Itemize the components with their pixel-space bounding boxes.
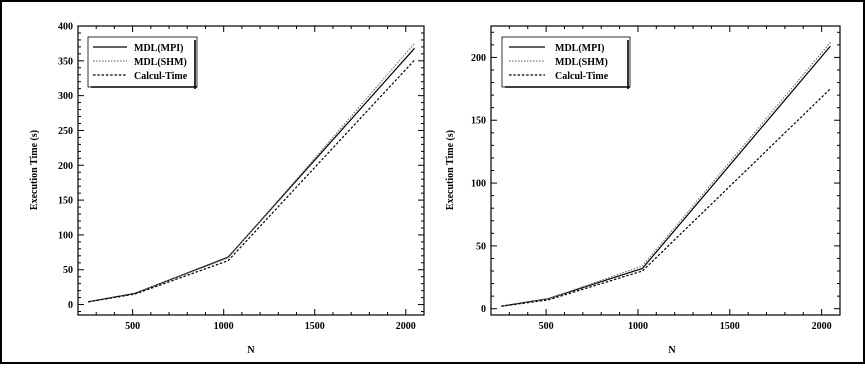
legend-label-mdl-shm: MDL(SHM): [134, 57, 187, 68]
y-tick-label: 50: [476, 241, 486, 252]
legend-box: [501, 36, 631, 88]
y-tick-label: 50: [63, 265, 73, 276]
y-axis-title: Execution Time (s): [29, 130, 40, 210]
legend-label-mdl-mpi: MDL(MPI): [134, 43, 183, 54]
series-line-mdl-shm: [501, 41, 831, 307]
series-line-calcul-time: [88, 59, 415, 303]
x-tick-label: 1500: [305, 321, 325, 332]
legend: MDL(MPI) MDL(SHM) Calcul-Time: [501, 36, 631, 89]
y-tick-label: 400: [58, 22, 73, 33]
axis-ticks: 500 1000 1500 2000 0 50 100 150 200 250 300 350 400: [58, 22, 425, 332]
chart-right: 500 1000 1500 2000 0 50 100 150 200 N Execution …: [445, 25, 841, 356]
series-line-mdl-shm: [88, 43, 415, 303]
x-tick-label: 1000: [628, 321, 648, 332]
y-tick-label: 0: [481, 304, 486, 315]
x-tick-label: 1500: [720, 321, 740, 332]
y-axis-title: Execution Time (s): [445, 130, 456, 210]
legend-label-calcul-time: Calcul-Time: [134, 71, 188, 82]
y-tick-label: 200: [58, 161, 73, 172]
legend-label-calcul-time: Calcul-Time: [555, 71, 609, 82]
y-tick-label: 250: [58, 126, 73, 137]
x-tick-label: 500: [125, 321, 140, 332]
legend-box: [87, 36, 198, 88]
x-tick-label: 2000: [396, 321, 416, 332]
y-tick-label: 100: [471, 179, 486, 190]
y-tick-label: 150: [58, 196, 73, 207]
plot-area-frame: [77, 25, 425, 316]
legend: MDL(MPI) MDL(SHM) Calcul-Time: [87, 36, 198, 89]
x-tick-label: 500: [539, 321, 554, 332]
series-line-calcul-time: [501, 88, 831, 307]
legend-label-mdl-shm: MDL(SHM): [555, 57, 608, 68]
y-tick-label: 350: [58, 56, 73, 67]
chart-left: 500 1000 1500 2000050100150200250300350400 …: [29, 22, 425, 356]
x-axis-title: N: [668, 345, 676, 356]
legend-label-mdl-mpi: MDL(MPI): [555, 43, 604, 54]
x-tick-label: 2000: [812, 321, 832, 332]
y-tick-label: 150: [471, 116, 486, 127]
x-axis-title: N: [247, 345, 255, 356]
series-lines: [501, 41, 831, 307]
y-tick-label: 100: [58, 230, 73, 241]
y-tick-label: 0: [68, 300, 73, 311]
y-tick-label: 200: [471, 53, 486, 64]
x-tick-label: 1000: [214, 321, 234, 332]
axis-ticks: 500 1000 1500 2000 0 50 100 150 200: [471, 26, 841, 332]
y-tick-label: 300: [58, 91, 73, 102]
series-lines: [88, 43, 415, 303]
